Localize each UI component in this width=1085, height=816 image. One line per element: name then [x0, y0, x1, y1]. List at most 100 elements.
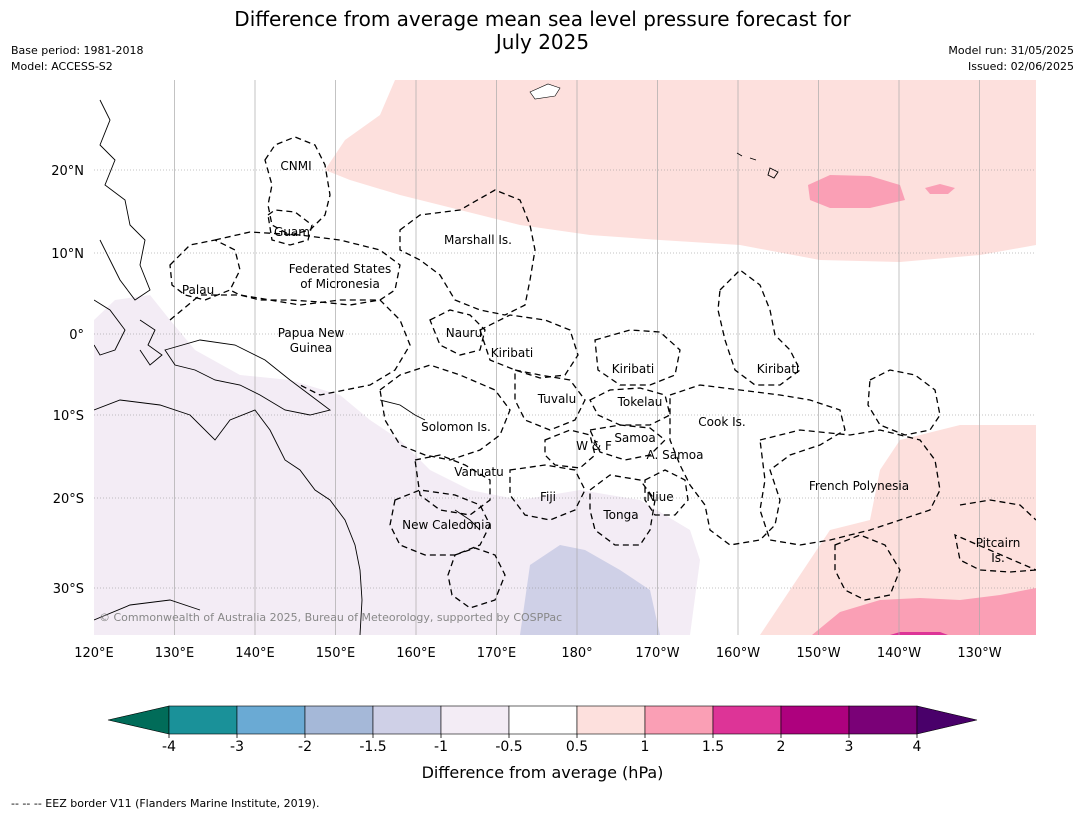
longitude-labels: 120°E 130°E 140°E 150°E 160°E 170°E 180° 170°W 1…	[74, 646, 1001, 661]
eez-frpoly	[759, 429, 941, 546]
eez-cnmi	[264, 136, 331, 236]
australia-coast	[94, 399, 363, 635]
lake-outline	[529, 83, 561, 100]
colorbar-tick-label: 3	[845, 739, 854, 755]
positive-anomaly-north	[325, 80, 1036, 262]
meta-right: Model run: 31/05/2025 Issued: 02/06/2025	[948, 43, 1074, 75]
lat-tick-label: 10°N	[51, 247, 84, 262]
eez-png	[169, 294, 411, 396]
negative-anomaly-region	[94, 295, 700, 635]
chart-title: Difference from average mean sea level p…	[0, 8, 1085, 54]
colorbar-tick-label: -3	[230, 739, 244, 755]
colorbar-tick-label: -1.5	[359, 739, 386, 755]
eez-vanuatu	[414, 454, 491, 516]
label-palau: Palau	[182, 283, 214, 297]
eez-norfolk	[447, 547, 506, 609]
colorbar-segment	[780, 705, 850, 735]
colorbar-tick-label: -1	[434, 739, 448, 755]
label-samoa: Samoa	[614, 431, 655, 445]
colorbar-segment	[576, 705, 646, 735]
label-fiji: Fiji	[540, 490, 556, 504]
lon-tick-label: 160°W	[716, 646, 760, 661]
model-name: Model: ACCESS-S2	[11, 60, 113, 73]
eez-samoa	[589, 424, 666, 461]
label-vanuatu: Vanuatu	[454, 465, 504, 479]
lon-tick-label: 170°E	[477, 646, 517, 661]
colorbar-tick-label: 0.5	[566, 739, 588, 755]
label-cnmi: CNMI	[280, 159, 311, 173]
eez-fiji	[509, 464, 586, 521]
eez-kiribati-c	[594, 329, 681, 386]
colorbar-segment	[440, 705, 510, 735]
colorbar-segment	[848, 705, 918, 735]
model-run: Model run: 31/05/2025	[948, 44, 1074, 57]
tasmania-south-coast	[94, 599, 201, 621]
lat-tick-label: 10°S	[53, 409, 84, 424]
meta-left: Base period: 1981-2018 Model: ACCESS-S2	[11, 43, 143, 75]
colorbar-tick-label: 2	[777, 739, 786, 755]
positive-anomaly-small	[925, 184, 955, 194]
colorbar-segment	[236, 705, 306, 735]
colorbar: -4 -3 -2 -1.5 -1 -0.5 0.5 1 1.5 2 3 4	[107, 705, 978, 755]
colorbar-tick-label: 1.5	[702, 739, 724, 755]
colorbar-tick-label: -4	[162, 739, 176, 755]
label-nauru: Nauru	[446, 326, 482, 340]
label-png-line2: Guinea	[290, 341, 333, 355]
colorbar-extend-high	[916, 705, 978, 735]
label-marshall: Marshall Is.	[444, 233, 512, 247]
lon-tick-label: 140°W	[877, 646, 921, 661]
country-labels: CNMI Guam Marshall Is. Federated States …	[182, 159, 1020, 565]
label-fsm-line1: Federated States	[289, 262, 391, 276]
colorbar-segment	[712, 705, 782, 735]
eez-tonga	[589, 474, 656, 546]
label-new-caledonia: New Caledonia	[402, 518, 492, 532]
label-tokelau: Tokelau	[617, 395, 663, 409]
label-guam: Guam	[274, 225, 310, 239]
label-fsm-line2: of Micronesia	[300, 277, 380, 291]
label-tuvalu: Tuvalu	[537, 392, 577, 406]
philippines-coast	[99, 99, 151, 301]
colorbar-segment	[508, 705, 578, 735]
eez-kermadec	[834, 534, 901, 601]
negative-anomaly-west	[94, 350, 170, 450]
lon-tick-label: 170°W	[635, 646, 679, 661]
sulawesi-coast	[139, 319, 163, 366]
eez-cook	[669, 384, 846, 546]
label-png-line1: Papua New	[278, 326, 345, 340]
coastlines	[94, 99, 779, 635]
label-pitcairn-line1: Pitcairn	[976, 536, 1021, 550]
label-tonga: Tonga	[602, 508, 638, 522]
eez-niue	[644, 469, 689, 516]
lat-tick-label: 20°N	[51, 164, 84, 179]
eez-kiribati-w	[479, 314, 579, 379]
colorbar-tick-label: 1	[641, 739, 650, 755]
hawaii-coast	[736, 152, 779, 179]
positive-anomaly-southeast	[760, 425, 1036, 635]
lon-tick-label: 130°W	[957, 646, 1001, 661]
base-period: Base period: 1981-2018	[11, 44, 144, 57]
anomaly-fields	[94, 80, 1036, 635]
colorbar-tick-label: -0.5	[495, 739, 522, 755]
colorbar-segment	[644, 705, 714, 735]
label-cook: Cook Is.	[698, 415, 745, 429]
label-niue: Niue	[646, 490, 673, 504]
lon-tick-label: 150°E	[316, 646, 356, 661]
positive-anomaly-southeast-peak	[890, 632, 948, 635]
eez-legend-note: -- -- -- EEZ border V11 (Flanders Marine…	[11, 797, 320, 810]
colorbar-segment	[304, 705, 374, 735]
label-pitcairn-line2: Is.	[991, 551, 1005, 565]
label-wf: W & F	[576, 439, 612, 453]
lon-tick-label: 130°E	[155, 646, 195, 661]
colorbar-tick-label: -2	[298, 739, 312, 755]
title-line-2: July 2025	[495, 30, 590, 54]
eez-borders	[169, 136, 1036, 609]
label-kiribati-central: Kiribati	[612, 362, 654, 376]
eez-wf	[544, 429, 596, 469]
colorbar-extend-low	[107, 705, 170, 735]
colorbar-segment	[372, 705, 442, 735]
newcaledonia-coast	[454, 509, 481, 531]
lat-tick-label: 30°S	[53, 582, 84, 597]
eez-palau	[169, 239, 241, 301]
positive-anomaly-southeast-core	[812, 588, 1036, 635]
